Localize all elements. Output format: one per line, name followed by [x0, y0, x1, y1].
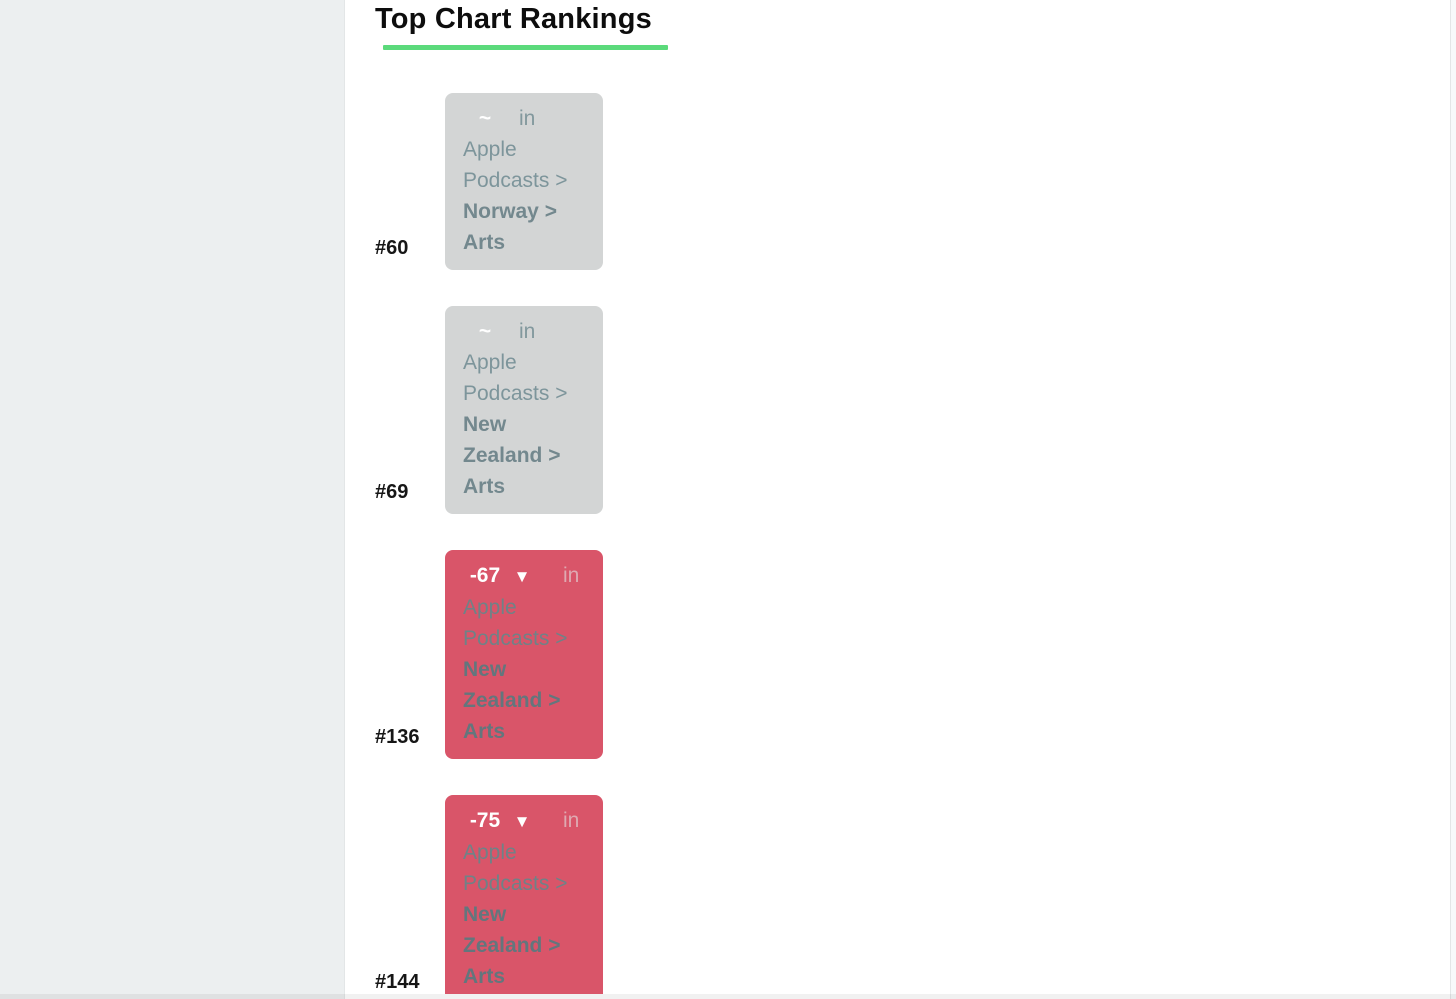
page-title: Top Chart Rankings: [375, 3, 652, 35]
chart-location: New Zealand > Arts: [463, 903, 561, 988]
down-arrow-icon: ▼: [513, 812, 531, 831]
chart-platform: Apple Podcasts >: [463, 351, 568, 405]
chart-location: New Zealand > Arts: [463, 658, 561, 743]
change-value: ~: [478, 107, 492, 130]
chart-platform: Apple Podcasts >: [463, 841, 568, 895]
connector-label: in: [519, 107, 536, 130]
scrollbar-gutter: [1450, 0, 1456, 999]
rank-label: #69: [375, 481, 409, 503]
ranking-row: #69 ~ in Apple Podcasts > New Zealand > A…: [375, 306, 1456, 514]
ranking-card[interactable]: ~ in Apple Podcasts > Norway > Arts: [445, 93, 603, 270]
title-underline: [383, 45, 668, 50]
rank-label: #144: [375, 971, 420, 993]
chart-platform: Apple Podcasts >: [463, 138, 568, 192]
down-arrow-icon: ▼: [513, 567, 531, 586]
rank-label: #136: [375, 726, 420, 748]
connector-label: in: [563, 809, 580, 832]
ranking-card[interactable]: ~ in Apple Podcasts > New Zealand > Arts: [445, 306, 603, 514]
ranking-card[interactable]: -67 ▼ in Apple Podcasts > New Zealand > Ar…: [445, 550, 603, 759]
sidebar: [0, 0, 345, 999]
ranking-row: #60 ~ in Apple Podcasts > Norway > Arts: [375, 93, 1456, 270]
change-line: -67 ▼ in: [463, 560, 586, 592]
bottom-edge-divider: [0, 994, 1456, 999]
chart-link[interactable]: Apple Podcasts > Norway > Arts: [463, 134, 586, 258]
top-chart-rankings-panel: Top Chart Rankings #60 ~ in Apple Podcast…: [346, 0, 1456, 994]
connector-label: in: [563, 564, 580, 587]
change-value: ~: [478, 320, 492, 343]
chart-location: Norway > Arts: [463, 200, 557, 254]
rank-label: #60: [375, 237, 409, 259]
connector-label: in: [519, 320, 536, 343]
chart-link[interactable]: Apple Podcasts > New Zealand > Arts: [463, 837, 586, 992]
ranking-row: #144 -75 ▼ in Apple Podcasts > New Zealand…: [375, 795, 1456, 994]
chart-platform: Apple Podcasts >: [463, 596, 568, 650]
change-line: ~ in: [463, 103, 586, 134]
chart-link[interactable]: Apple Podcasts > New Zealand > Arts: [463, 347, 586, 502]
chart-location: New Zealand > Arts: [463, 413, 561, 498]
change-value: -67: [469, 564, 501, 587]
ranking-row: #136 -67 ▼ in Apple Podcasts > New Zealand…: [375, 550, 1456, 759]
change-line: -75 ▼ in: [463, 805, 586, 837]
change-value: -75: [469, 809, 501, 832]
change-line: ~ in: [463, 316, 586, 347]
rankings-list: #60 ~ in Apple Podcasts > Norway > Arts #…: [375, 93, 1456, 994]
chart-link[interactable]: Apple Podcasts > New Zealand > Arts: [463, 592, 586, 747]
ranking-card[interactable]: -75 ▼ in Apple Podcasts > New Zealand > Ar…: [445, 795, 603, 994]
